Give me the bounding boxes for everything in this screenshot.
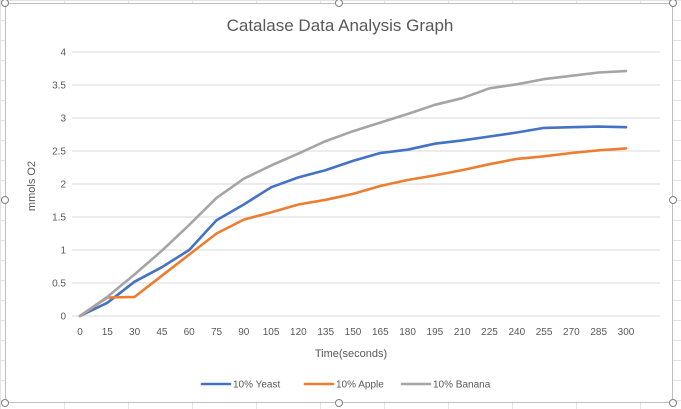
legend-label: 10% Yeast — [233, 380, 280, 391]
resize-handle-middle-left[interactable] — [1, 196, 9, 204]
x-tick-label: 210 — [454, 327, 471, 338]
legend-item[interactable]: 10% Yeast — [200, 380, 280, 391]
chart-svg: Catalase Data Analysis Graph 0 0.5 1 1.5 2 2.… — [26, 16, 660, 391]
y-tick-label: 3 — [60, 114, 66, 125]
x-tick-label: 15 — [102, 327, 114, 338]
x-axis-title[interactable]: Time(seconds) — [315, 348, 387, 360]
x-tick-label: 270 — [563, 327, 580, 338]
series-line-10-apple[interactable] — [78, 147, 628, 318]
x-tick-label: 300 — [618, 327, 635, 338]
x-tick-label: 285 — [590, 327, 607, 338]
y-tick-label: 3.5 — [52, 81, 66, 92]
chart-legend[interactable]: 10% Yeast 10% Apple 10% Banana — [200, 380, 491, 391]
chart-title[interactable]: Catalase Data Analysis Graph — [227, 16, 454, 35]
resize-handle-bottom-left[interactable] — [1, 399, 9, 407]
series-line-10-yeast[interactable] — [78, 125, 628, 318]
y-tick-label: 0.5 — [52, 279, 66, 290]
x-tick-label: 180 — [399, 327, 416, 338]
series-line-10-banana[interactable] — [78, 69, 628, 318]
x-tick-label: 45 — [156, 327, 168, 338]
y-tick-label: 0 — [60, 312, 66, 323]
x-tick-label: 165 — [372, 327, 389, 338]
x-tick-label: 75 — [211, 327, 223, 338]
y-tick-label: 1.5 — [52, 213, 66, 224]
x-tick-label: 135 — [317, 327, 334, 338]
gridlines — [72, 51, 660, 317]
x-tick-label: 0 — [77, 327, 83, 338]
resize-handle-top-right[interactable] — [669, 0, 677, 7]
resize-handle-middle-right[interactable] — [669, 196, 677, 204]
y-axis-ticks[interactable]: 0 0.5 1 1.5 2 2.5 3 3.5 4 — [52, 48, 66, 323]
y-tick-label: 2 — [60, 180, 66, 191]
x-tick-label: 120 — [290, 327, 307, 338]
x-tick-label: 225 — [481, 327, 498, 338]
chart-area[interactable]: Catalase Data Analysis Graph 0 0.5 1 1.5 2 2.… — [5, 3, 673, 403]
x-tick-label: 255 — [536, 327, 553, 338]
resize-handle-top-left[interactable] — [1, 0, 9, 7]
resize-handle-bottom-right[interactable] — [669, 399, 677, 407]
x-tick-label: 240 — [508, 327, 525, 338]
x-tick-label: 150 — [345, 327, 362, 338]
y-tick-label: 4 — [60, 48, 66, 59]
x-tick-label: 90 — [238, 327, 250, 338]
y-tick-label: 2.5 — [52, 147, 66, 158]
x-tick-label: 60 — [184, 327, 196, 338]
x-tick-label: 195 — [427, 327, 444, 338]
x-tick-label: 30 — [129, 327, 141, 338]
y-axis-title[interactable]: mmols O2 — [26, 161, 38, 211]
y-tick-label: 1 — [60, 246, 66, 257]
legend-label: 10% Banana — [433, 380, 491, 391]
series-lines[interactable] — [78, 69, 628, 318]
resize-handle-bottom-center[interactable] — [335, 399, 343, 407]
x-axis-ticks[interactable]: 0 15 30 45 60 75 90 105 120 135 150 165 180 195 210 225… — [77, 327, 635, 338]
legend-label: 10% Apple — [336, 380, 384, 391]
legend-item[interactable]: 10% Apple — [303, 380, 384, 391]
resize-handle-top-center[interactable] — [335, 0, 343, 7]
x-tick-label: 105 — [263, 327, 280, 338]
legend-item[interactable]: 10% Banana — [400, 380, 491, 391]
